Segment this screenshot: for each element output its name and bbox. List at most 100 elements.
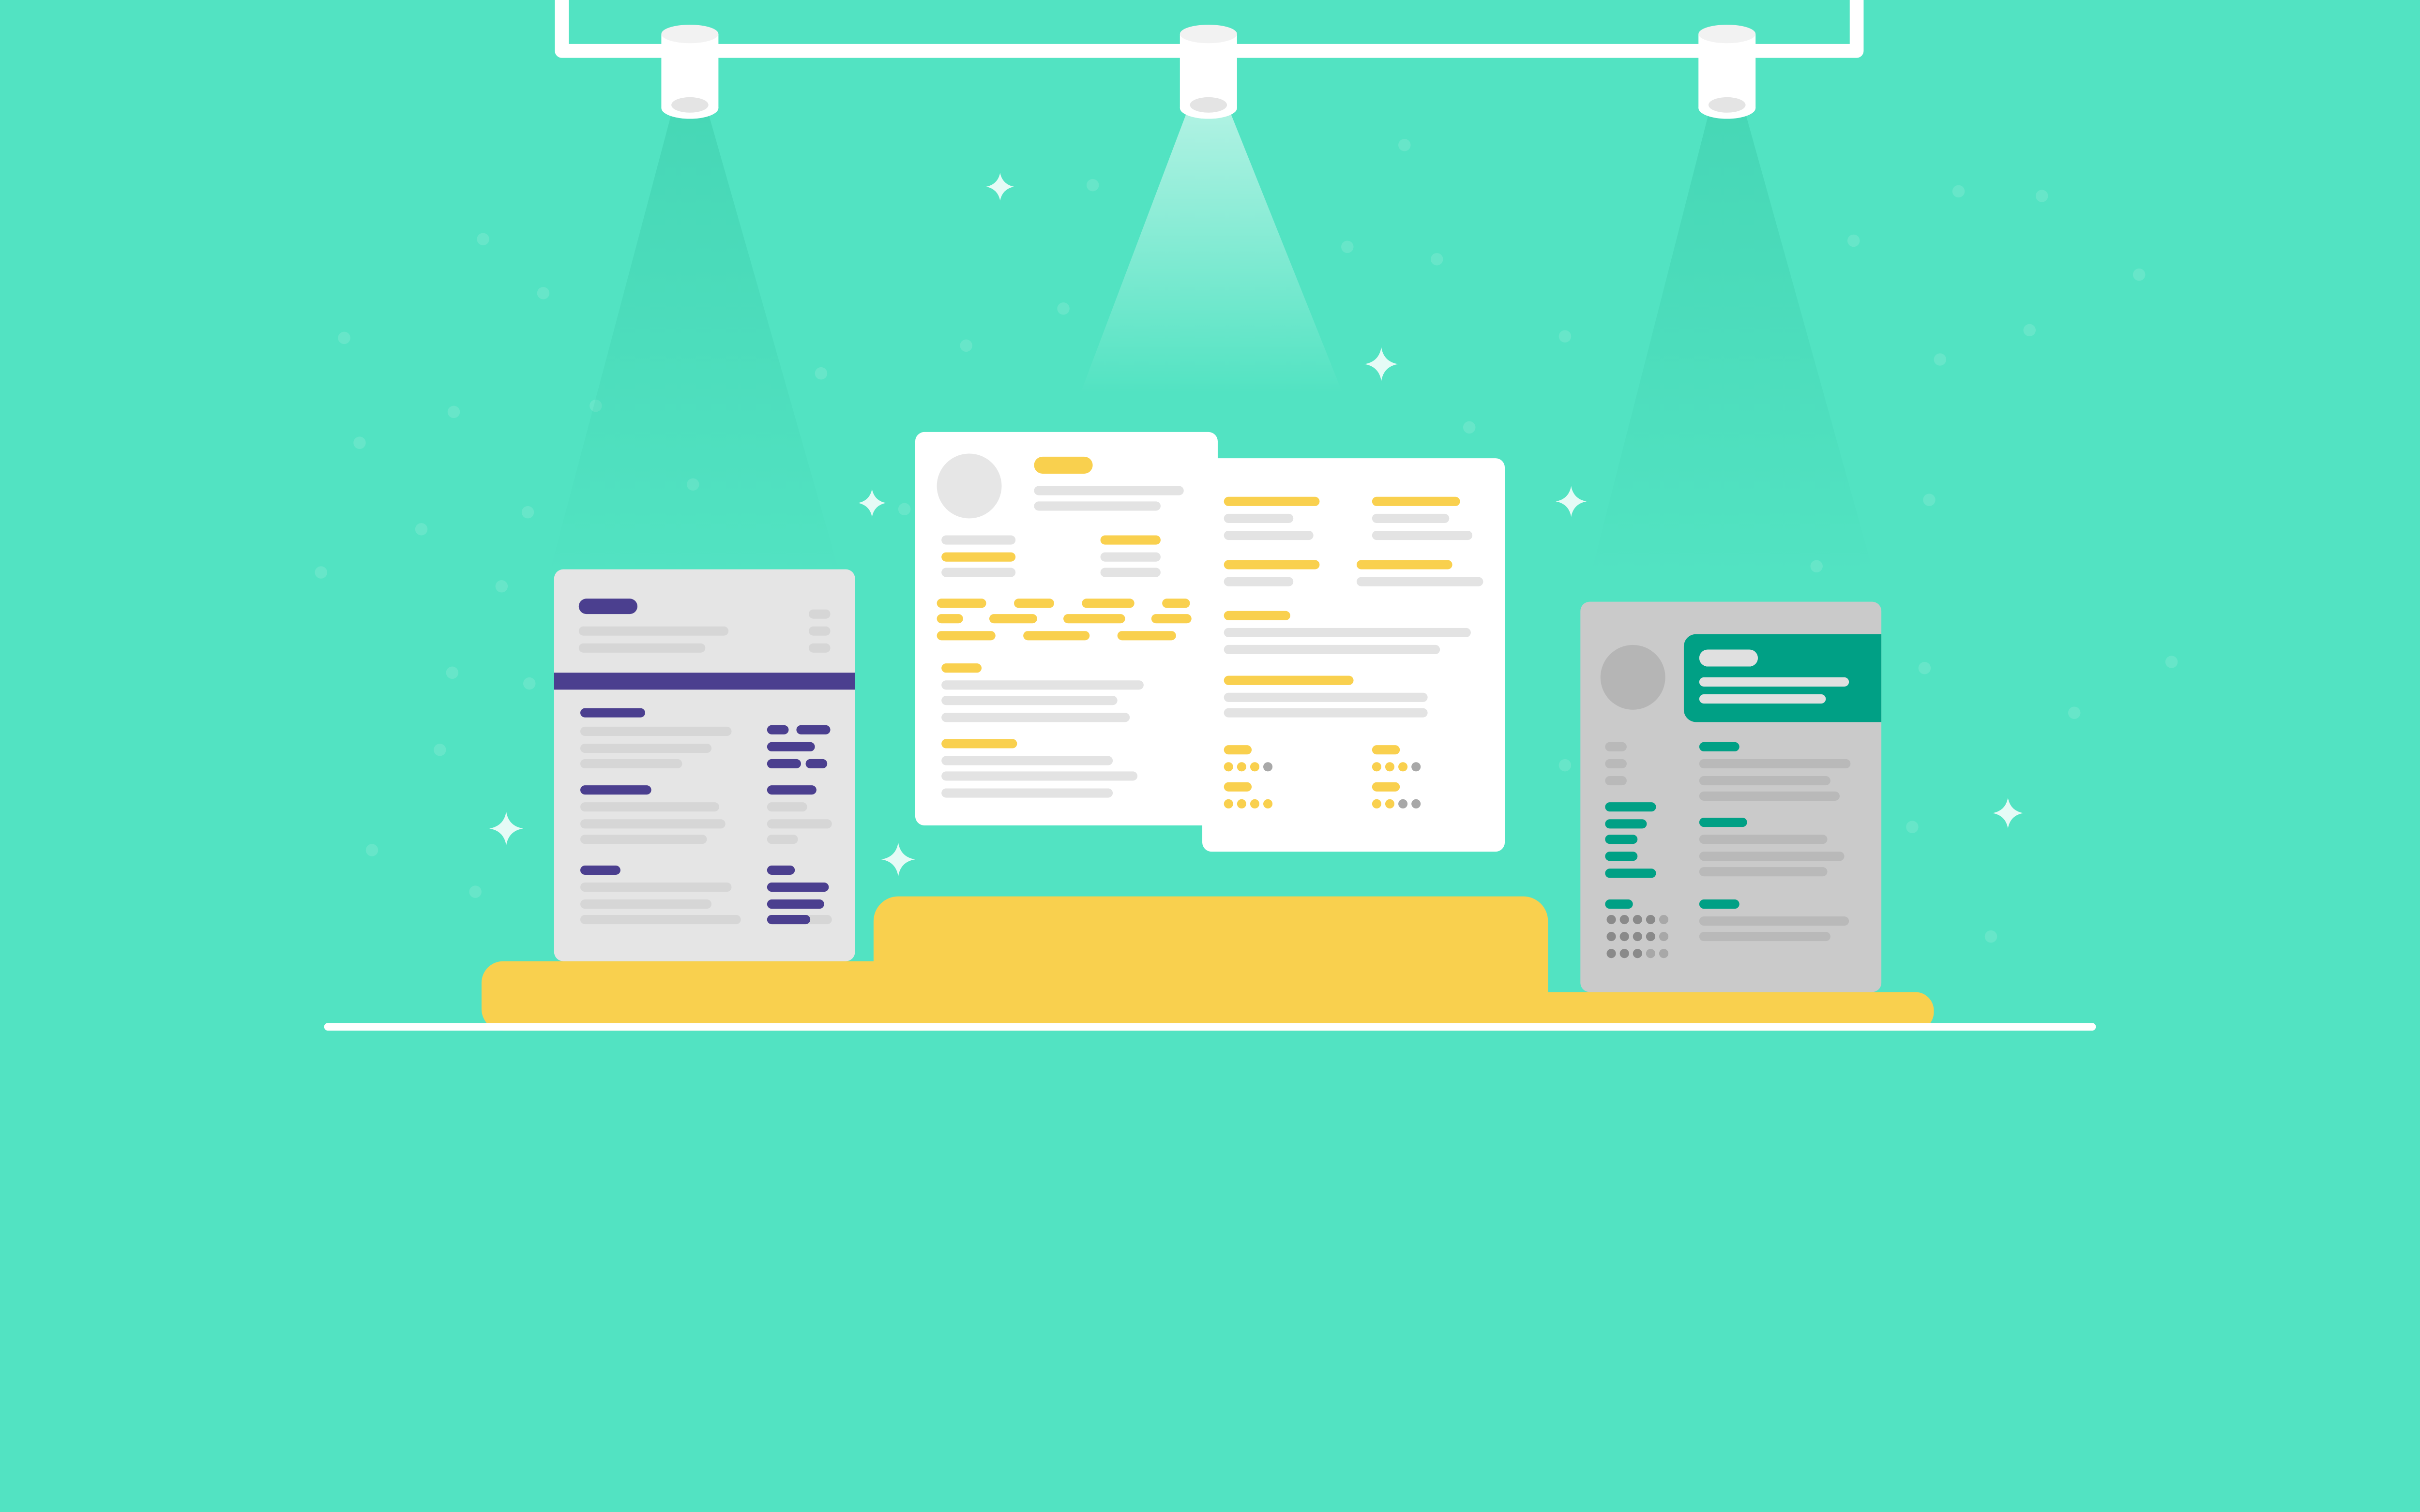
skill-rating-dot [1250,799,1260,808]
placeholder-bar [580,835,707,844]
placeholder-bar [767,819,832,829]
skill-rating-dot [1619,932,1629,942]
sparkle-icon [489,811,523,846]
placeholder-bar [1224,692,1428,702]
placeholder-bar [1224,708,1428,718]
podium-center [873,896,1548,1031]
placeholder-bar [767,725,789,734]
placeholder-bar [1699,759,1851,769]
placeholder-bar [941,788,1113,798]
placeholder-bar [1162,599,1190,608]
background-dot [2165,656,2178,668]
sparkle-icon [986,173,1014,201]
background-dot [1906,821,1919,833]
avatar-placeholder-icon [937,453,1002,519]
skill-rating-dot [1646,932,1655,942]
placeholder-bar [1224,782,1252,792]
background-dot [1057,302,1070,315]
skill-rating-dot [1633,932,1642,942]
skill-rating-dot [1385,799,1395,808]
background-dot [469,885,482,898]
placeholder-bar [767,882,829,892]
sparkles [489,173,2024,877]
placeholder-bar [1034,501,1161,511]
background-dot [338,331,350,344]
placeholder-bar [1100,535,1161,545]
skill-rating-dot [1659,932,1669,942]
placeholder-bar [1699,867,1828,877]
skill-rating-dot [1385,762,1395,772]
placeholder-bar [941,535,1016,545]
skill-rating-dot [1372,799,1381,808]
placeholder-bar [941,696,1118,705]
placeholder-bar [941,739,1017,749]
skill-rating-dot [1250,762,1260,772]
placeholder-bar [1034,486,1184,495]
background-dot [446,666,459,679]
background-dot [434,743,446,756]
skill-rating-dot [1263,762,1273,772]
placeholder-bar [941,713,1130,722]
placeholder-bar [1372,782,1400,792]
skill-rating-dot [1619,914,1629,925]
placeholder-bar [989,614,1037,624]
spotlight-icon [1180,34,1237,108]
resume-card-right [1580,601,1882,992]
background-dot [1984,930,1997,943]
spotlights [661,25,1756,119]
background-dot [1918,661,1931,674]
background-dot [2035,190,2048,202]
placeholder-bar [1699,932,1830,942]
placeholder-bar [937,599,986,608]
placeholder-bar [941,568,1016,577]
placeholder-bar [796,725,831,734]
resume-showcase-illustration [315,0,2178,1031]
spotlight-lens [1708,97,1746,113]
placeholder-bar [941,771,1138,781]
placeholder-bar [1117,631,1176,641]
background-dot [2023,324,2036,337]
placeholder-bar [1699,791,1840,801]
placeholder-bar [1224,644,1440,655]
background-dot [960,339,972,352]
background-dot [1398,138,1411,151]
sparkle-icon [1556,486,1587,517]
placeholder-bar [767,865,795,875]
background-dot [537,287,550,299]
skill-rating-dot [1606,914,1616,925]
placeholder-bar [767,914,811,925]
placeholder-bar [1224,745,1252,755]
background-dot [1934,353,1947,366]
skill-rating-dot [1646,949,1655,958]
placeholder-bar [580,802,719,812]
skill-rating-dot [1372,762,1381,772]
placeholder-bar [1605,852,1638,861]
placeholder-bar [1605,759,1627,769]
placeholder-bar [580,785,651,795]
placeholder-bar [1605,899,1633,909]
background-dot [315,566,328,579]
skill-rating-dot [1659,914,1669,925]
placeholder-bar [1699,818,1747,827]
spotlight-icon [1698,34,1756,108]
placeholder-bar [1224,675,1354,685]
sparkle-icon [1364,347,1399,381]
background-dot [1341,240,1354,253]
skill-rating-dot [1224,762,1233,772]
placeholder-bar [1699,694,1826,704]
placeholder-bar [1224,628,1471,637]
placeholder-bar [1605,835,1638,844]
skill-rating-dot [1224,799,1233,808]
placeholder-bar [805,759,828,769]
resume-card-middle-back [915,432,1218,825]
avatar-placeholder-icon [1600,644,1665,710]
sparkle-icon [881,842,915,877]
placeholder-bar [808,643,831,653]
background-dot [1558,759,1572,772]
placeholder-bar [580,819,726,829]
skill-rating-dot [1633,949,1642,958]
spotlight-top [1698,25,1756,44]
placeholder-bar [767,759,801,769]
podium-right [1482,992,1934,1031]
placeholder-bar [1356,560,1452,569]
